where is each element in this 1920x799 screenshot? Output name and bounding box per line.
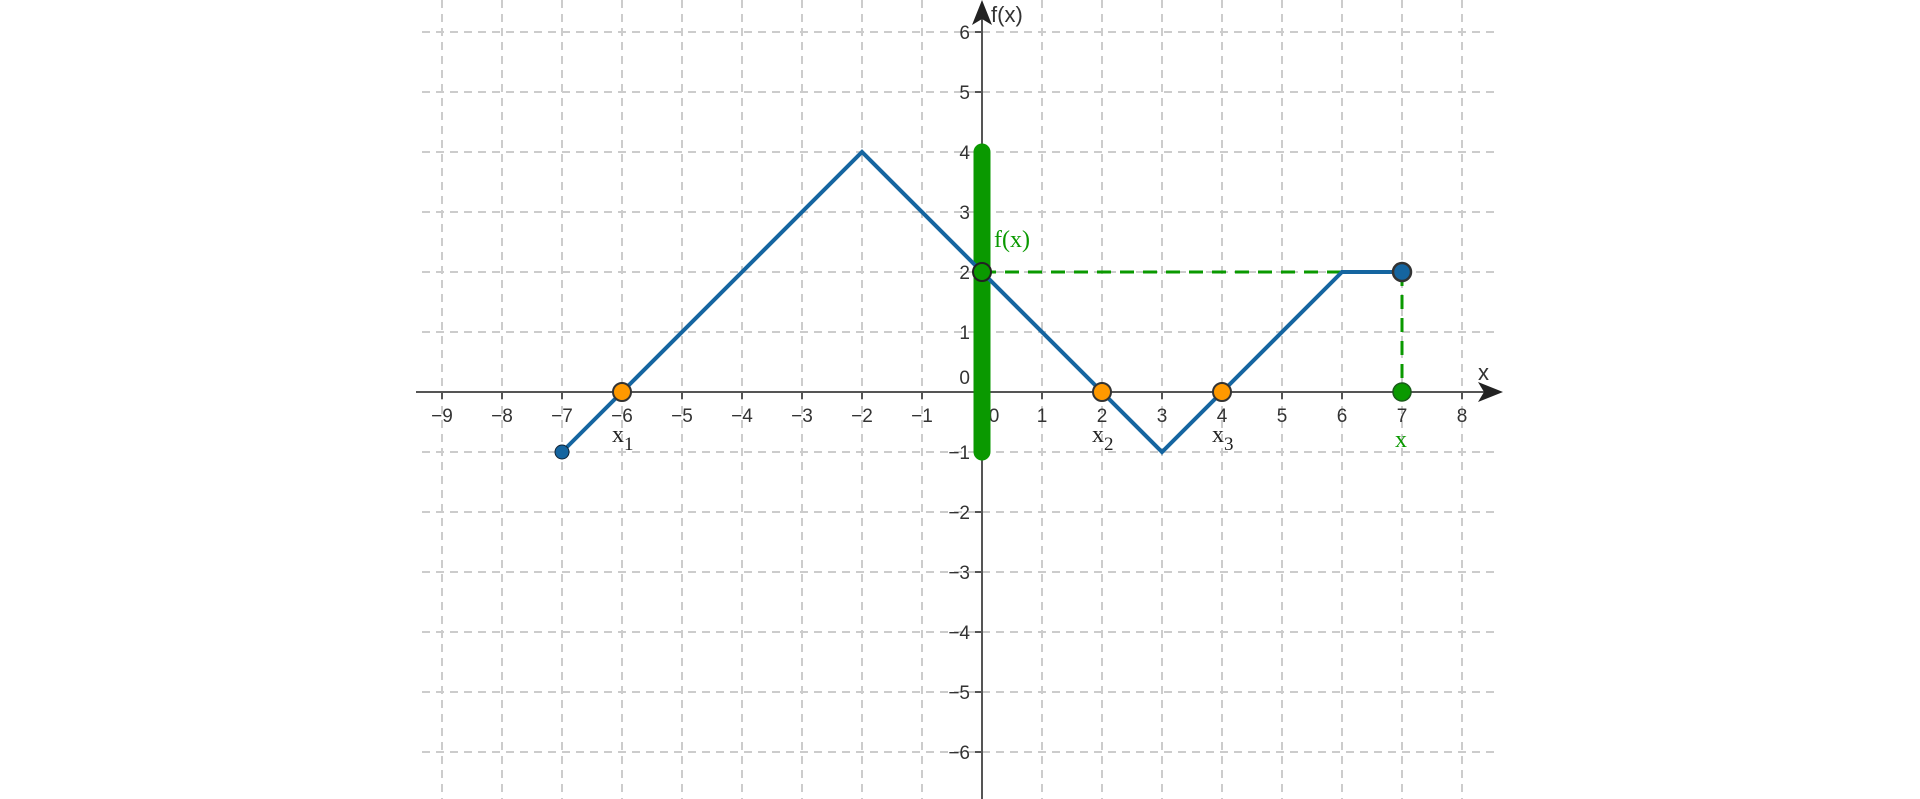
zero-point bbox=[1212, 382, 1232, 402]
chart-marks: x1 x2 x3f(x)x bbox=[554, 143, 1413, 461]
y-tick-label: 0 bbox=[959, 368, 970, 389]
function-start-point bbox=[554, 444, 570, 460]
grid bbox=[422, 0, 1496, 799]
zero-point bbox=[1092, 382, 1112, 402]
y-tick-label: −1 bbox=[948, 443, 970, 464]
y-tick-label: 5 bbox=[959, 83, 970, 104]
y-tick-label: −6 bbox=[948, 743, 970, 764]
x-tick-label: −6 bbox=[611, 406, 633, 427]
fx-point bbox=[972, 262, 992, 282]
x-tick-label: 2 bbox=[1097, 406, 1108, 427]
x-tick-label: −1 bbox=[911, 406, 933, 427]
x-point-label: x bbox=[1395, 427, 1407, 453]
y-tick-label: 3 bbox=[959, 203, 970, 224]
x-tick-label: 8 bbox=[1457, 406, 1468, 427]
x-tick-label: 5 bbox=[1277, 406, 1288, 427]
x-axis-arrow-icon bbox=[1478, 382, 1503, 402]
x-tick-label: −9 bbox=[431, 406, 453, 427]
x-tick-label: 4 bbox=[1217, 406, 1228, 427]
x-tick-label: 3 bbox=[1157, 406, 1168, 427]
y-tick-label: 1 bbox=[959, 323, 970, 344]
y-axis-label: f(x) bbox=[991, 2, 1023, 27]
x-tick-label: 6 bbox=[1337, 406, 1348, 427]
x-point bbox=[1392, 382, 1412, 402]
y-axis-arrow-icon bbox=[972, 0, 992, 25]
y-tick-label: −4 bbox=[948, 623, 970, 644]
y-tick-label: 6 bbox=[959, 23, 970, 44]
x-tick-label: −8 bbox=[491, 406, 513, 427]
y-tick-label: 4 bbox=[959, 143, 970, 164]
y-tick-label: −5 bbox=[948, 683, 970, 704]
fx-label: f(x) bbox=[994, 227, 1030, 253]
x-tick-label: −5 bbox=[671, 406, 693, 427]
zero-label-subscript: 2 bbox=[1104, 434, 1114, 455]
y-tick-label: 2 bbox=[959, 263, 970, 284]
zero-label-subscript: 1 bbox=[624, 434, 634, 455]
y-tick-label: −2 bbox=[948, 503, 970, 524]
x-tick-label: −7 bbox=[551, 406, 573, 427]
axes bbox=[416, 0, 1503, 799]
x-tick-label: −3 bbox=[791, 406, 813, 427]
x-axis-label: x bbox=[1478, 360, 1489, 385]
x-tick-label: −2 bbox=[851, 406, 873, 427]
tick-labels: −9 −8 −7 −6 −5 −4 −3 −2 −1 0 1 2 3 4 5 6 7 8 −6 −5 −4 −3 −2 −1 0… bbox=[431, 23, 1467, 764]
x-tick-label: 7 bbox=[1397, 406, 1408, 427]
x-tick-label: 1 bbox=[1037, 406, 1048, 427]
zero-label-subscript: 3 bbox=[1224, 434, 1234, 455]
zero-point bbox=[612, 382, 632, 402]
y-tick-label: −3 bbox=[948, 563, 970, 584]
x-tick-label: −4 bbox=[731, 406, 753, 427]
x-tick-label: 0 bbox=[989, 406, 1000, 427]
function-point bbox=[1391, 261, 1413, 283]
function-graph bbox=[560, 149, 1402, 455]
